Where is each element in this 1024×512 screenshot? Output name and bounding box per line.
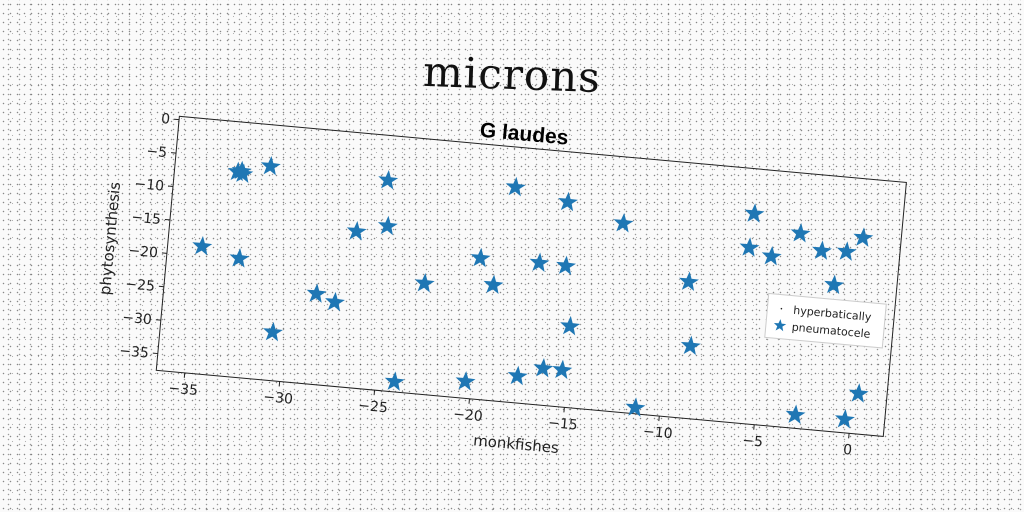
- x-tick-label: 0: [842, 442, 852, 459]
- data-point-star: [470, 247, 491, 268]
- data-point-star: [346, 221, 367, 241]
- data-point-star: [558, 191, 578, 212]
- y-tick-label: 0: [160, 111, 170, 128]
- legend-star-icon: [773, 319, 787, 332]
- y-axis-label: phytosynthesis: [96, 181, 124, 296]
- plot-frame: [155, 115, 907, 437]
- data-point-star: [455, 371, 476, 391]
- y-tick-label: −5: [146, 143, 168, 161]
- data-point-star: [853, 227, 874, 247]
- data-point-star: [848, 383, 869, 403]
- data-point-star: [507, 365, 528, 386]
- data-point-star: [233, 163, 254, 184]
- data-point-star: [739, 237, 760, 257]
- legend-marker-hyperbatically: [780, 307, 783, 310]
- y-tick-label: −30: [122, 310, 153, 329]
- data-point-star: [192, 235, 213, 256]
- y-tick-label: −25: [125, 276, 156, 295]
- data-point-star: [552, 359, 573, 380]
- x-tick-label: −10: [642, 424, 673, 443]
- data-point-star: [560, 315, 581, 336]
- data-point-star: [262, 321, 283, 342]
- data-point-star: [834, 408, 855, 429]
- x-tick-label: −5: [742, 433, 764, 451]
- data-point-star: [836, 241, 857, 261]
- data-point-star: [414, 273, 435, 293]
- legend-box: [764, 292, 887, 349]
- x-axis-label: monkfishes: [473, 431, 560, 457]
- data-point-star: [556, 255, 576, 276]
- data-point-star: [483, 274, 504, 295]
- legend: hyperbatically pneumatocele: [764, 292, 887, 349]
- data-markers: [192, 155, 874, 429]
- data-point-star: [790, 223, 811, 243]
- data-point-star: [325, 291, 345, 312]
- data-point-star: [529, 252, 550, 272]
- x-tick-label: −15: [547, 415, 578, 434]
- data-point-star: [680, 335, 701, 356]
- axis-ticks: −35 −30 −25 −20 −15 −10 −5 0 0 −5 −10 −15 −20 −25 −30 −…: [119, 111, 853, 459]
- x-tick-label: −30: [263, 389, 294, 408]
- data-point-star: [505, 176, 526, 197]
- data-point-star: [812, 240, 832, 260]
- x-tick-label: −20: [452, 406, 483, 425]
- data-point-star: [679, 271, 699, 291]
- legend-marker-pneumatocele: [773, 319, 787, 332]
- data-point-star: [384, 371, 405, 391]
- y-tick-label: −15: [131, 209, 162, 228]
- data-point-star: [625, 397, 646, 417]
- data-point-star: [306, 283, 327, 303]
- data-point-star: [613, 212, 634, 233]
- data-point-star: [229, 248, 250, 268]
- x-tick-label: −35: [168, 380, 199, 399]
- data-point-star: [533, 357, 554, 378]
- data-point-star: [378, 169, 399, 190]
- data-point-star: [785, 404, 806, 424]
- y-tick-label: −35: [119, 343, 150, 362]
- y-tick-label: −10: [134, 176, 165, 195]
- y-tick-label: −20: [128, 243, 159, 262]
- data-point-star: [260, 155, 281, 176]
- data-point-star: [824, 274, 845, 295]
- data-point-star: [744, 203, 765, 223]
- x-tick-label: −25: [358, 398, 389, 417]
- data-point-star: [761, 245, 782, 266]
- data-point-star: [377, 215, 398, 236]
